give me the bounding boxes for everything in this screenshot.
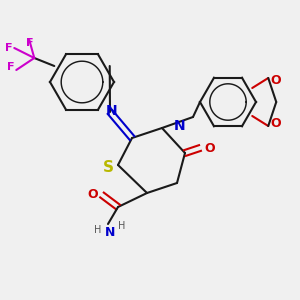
Text: F: F (26, 38, 33, 48)
Text: O: O (204, 142, 214, 154)
Text: O: O (270, 74, 281, 87)
Text: N: N (106, 104, 118, 118)
Text: S: S (103, 160, 113, 175)
Text: H: H (94, 225, 102, 235)
Text: N: N (174, 119, 186, 133)
Text: N: N (105, 226, 115, 238)
Text: O: O (87, 188, 98, 202)
Text: H: H (118, 221, 126, 231)
Text: F: F (7, 62, 14, 72)
Text: F: F (5, 43, 12, 53)
Text: O: O (270, 117, 281, 130)
